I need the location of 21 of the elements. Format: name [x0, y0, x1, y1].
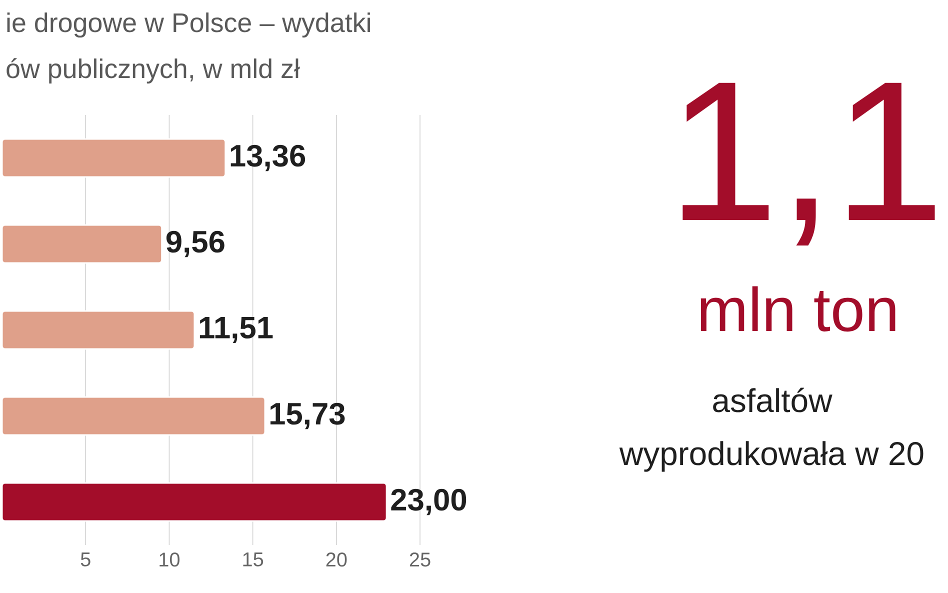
data-label: 11,51 — [200, 316, 273, 344]
data-label: 15,73 — [270, 402, 345, 430]
data-label: 23,00 — [391, 488, 466, 516]
text: wyprodukowała w 20 — [619, 441, 924, 472]
data-label: 9,56 — [166, 230, 224, 258]
bar — [1, 482, 388, 522]
x-tick-label: 15 — [243, 552, 264, 566]
bar — [1, 224, 163, 264]
bar — [1, 396, 266, 436]
x-tick-label: 25 — [410, 552, 430, 567]
bar — [1, 310, 196, 350]
text: mln ton — [700, 286, 896, 332]
text: 1,1 — [682, 82, 935, 246]
x-tick-label: 10 — [160, 552, 180, 567]
x-tick-label: 20 — [326, 552, 347, 567]
chart-subtitle: ów publicznych, w mld zł — [6, 58, 300, 84]
bar — [1, 138, 226, 178]
text: asfaltów — [713, 388, 832, 412]
data-label: 13,36 — [230, 144, 306, 172]
x-tick-label: 5 — [80, 552, 90, 566]
chart-title: ie drogowe w Polsce – wydatki — [7, 12, 370, 38]
